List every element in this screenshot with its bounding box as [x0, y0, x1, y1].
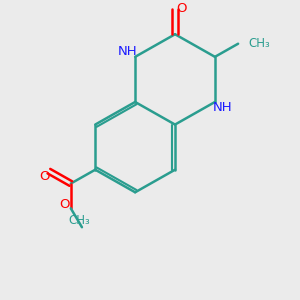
Text: O: O [39, 170, 50, 184]
Text: O: O [59, 198, 70, 211]
Text: NH: NH [213, 101, 232, 114]
Text: CH₃: CH₃ [68, 214, 90, 227]
Text: NH: NH [118, 45, 137, 58]
Text: CH₃: CH₃ [248, 37, 270, 50]
Text: O: O [176, 2, 187, 14]
